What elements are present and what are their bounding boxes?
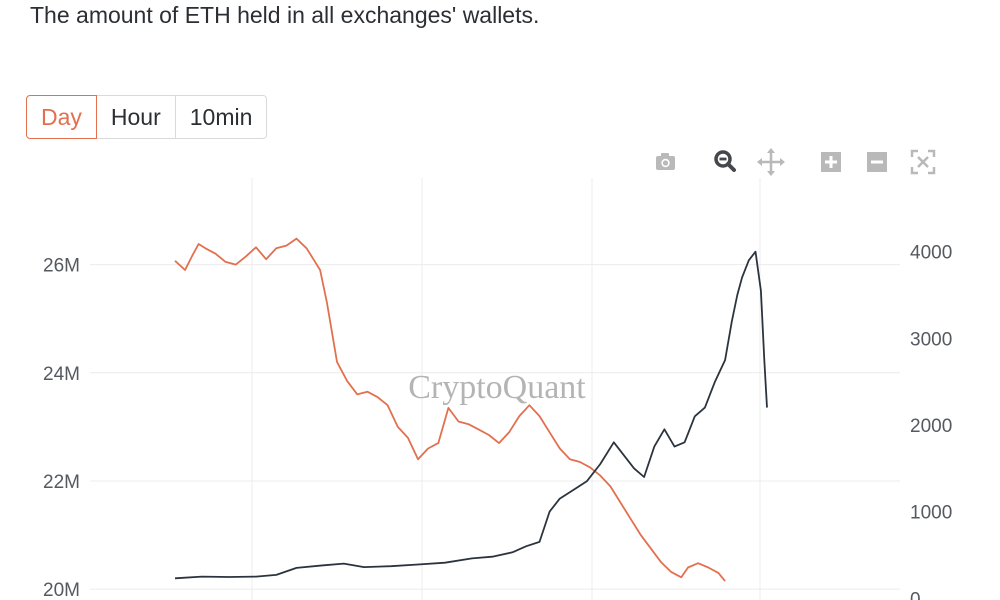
y-left-tick-label: 24M (43, 364, 80, 385)
y-right-tick-label: 1000 (910, 503, 952, 524)
y-right-tick-label: 3000 (910, 329, 952, 350)
price-series-line (174, 250, 768, 580)
minus-icon[interactable] (859, 144, 895, 180)
zoom-icon[interactable] (707, 144, 743, 180)
resolution-tabs: Day Hour 10min (26, 95, 268, 139)
chart-modebar (640, 144, 950, 180)
y-right-tick-label: 2000 (910, 416, 952, 437)
tab-10min[interactable]: 10min (174, 95, 268, 139)
pan-icon[interactable] (753, 144, 789, 180)
y-right-tick-label: 4000 (910, 243, 952, 264)
y-left-tick-label: 22M (43, 472, 80, 493)
autoscale-icon[interactable] (905, 144, 941, 180)
page-subtitle: The amount of ETH held in all exchanges'… (30, 2, 540, 28)
reserve-series-line (174, 237, 726, 582)
y-right-tick-label: 0 (910, 589, 921, 600)
camera-icon[interactable] (647, 144, 683, 180)
plus-icon[interactable] (813, 144, 849, 180)
y-left-tick-label: 20M (43, 580, 80, 600)
tab-day[interactable]: Day (26, 95, 97, 139)
watermark: CryptoQuant (408, 369, 586, 406)
y-left-tick-label: 26M (43, 256, 80, 277)
